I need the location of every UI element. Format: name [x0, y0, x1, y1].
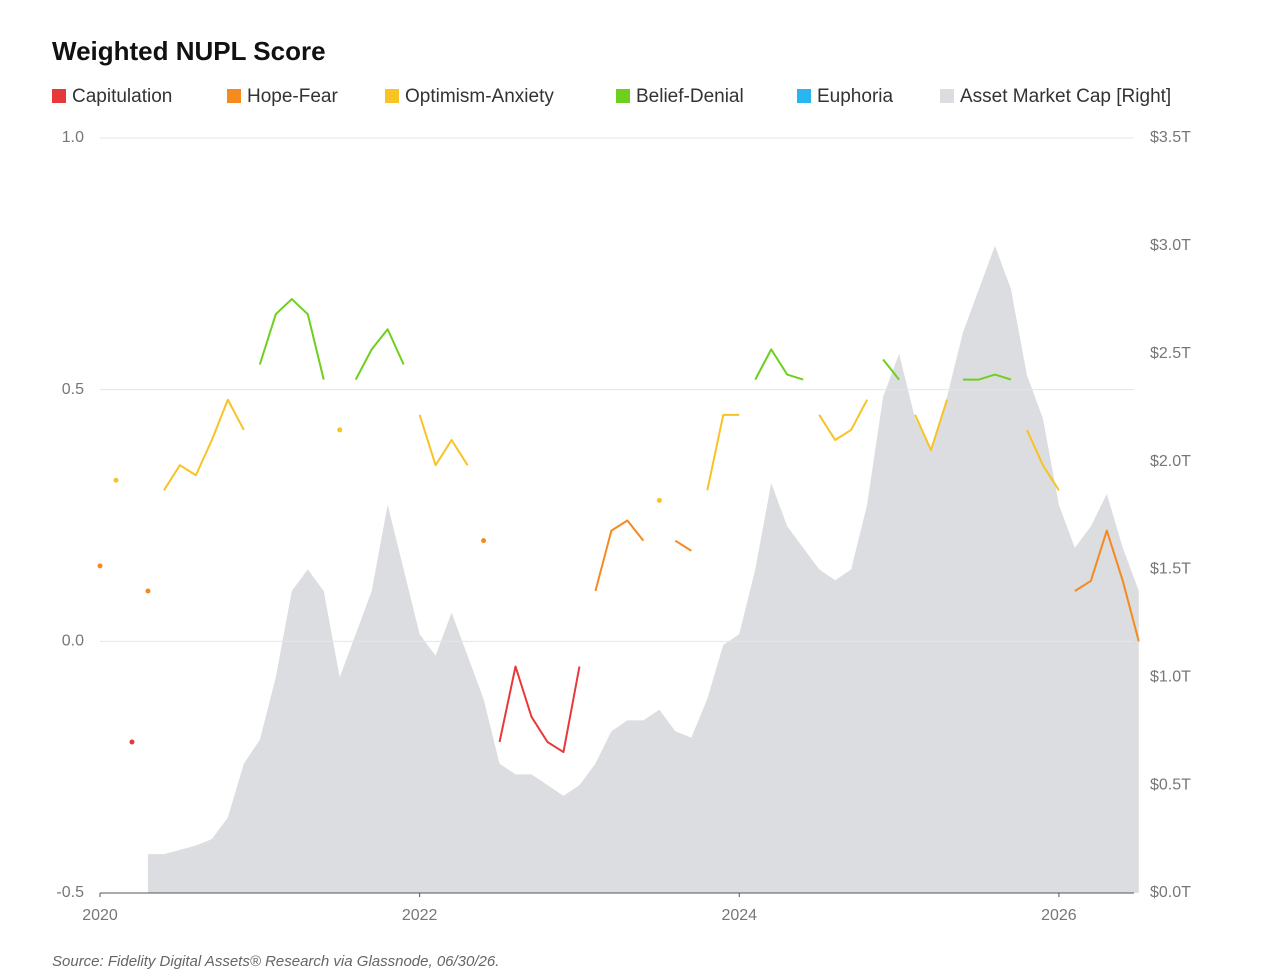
legend-swatch [385, 89, 399, 103]
nupl-line [882, 358, 900, 381]
y2-tick-label: $1.5T [1150, 561, 1191, 578]
y2-tick-label: $2.0T [1150, 453, 1191, 470]
legend-label: Capitulation [72, 86, 172, 107]
y-tick-label: 1.0 [62, 129, 84, 146]
y2-tick-label: $0.5T [1150, 776, 1191, 793]
nupl-line [354, 328, 405, 381]
nupl-line [914, 399, 948, 452]
x-tick-label: 2020 [82, 907, 118, 924]
source-note: Source: Fidelity Digital Assets® Researc… [52, 953, 499, 970]
legend-label: Euphoria [817, 86, 893, 107]
legend-swatch [940, 89, 954, 103]
legend-swatch [52, 89, 66, 103]
nupl-point [656, 497, 662, 503]
y2-tick-label: $3.0T [1150, 237, 1191, 254]
nupl-point [337, 427, 343, 433]
nupl-line [674, 539, 692, 552]
legend-swatch [797, 89, 811, 103]
x-tick-label: 2022 [402, 907, 438, 924]
nupl-line [418, 414, 469, 467]
nupl-point [97, 563, 103, 569]
y-tick-label: 0.0 [62, 633, 84, 650]
nupl-line [1074, 529, 1140, 642]
y2-tick-label: $2.5T [1150, 345, 1191, 362]
chart-title: Weighted NUPL Score [52, 36, 326, 66]
nupl-point [113, 477, 119, 483]
y-tick-label: 0.5 [62, 381, 84, 398]
nupl-point [129, 739, 135, 745]
y-tick-label: -0.5 [56, 884, 84, 901]
nupl-line [498, 665, 581, 754]
nupl-line [818, 399, 868, 441]
legend-label: Hope-Fear [247, 86, 338, 107]
y2-tick-label: $0.0T [1150, 884, 1191, 901]
y2-tick-label: $1.0T [1150, 669, 1191, 686]
x-tick-label: 2024 [721, 907, 757, 924]
legend-swatch [227, 89, 241, 103]
legend-label: Asset Market Cap [Right] [960, 86, 1171, 107]
nupl-line [1026, 429, 1060, 491]
nupl-line [258, 298, 325, 380]
nupl-point [481, 538, 487, 544]
legend-swatch [616, 89, 630, 103]
nupl-line [706, 413, 740, 491]
legend-label: Belief-Denial [636, 86, 744, 107]
nupl-line [754, 348, 804, 381]
nupl-line [163, 398, 245, 491]
y2-tick-label: $3.5T [1150, 129, 1191, 146]
legend-label: Optimism-Anxiety [405, 86, 554, 107]
nupl-line [594, 519, 645, 592]
nupl-line [962, 373, 1012, 381]
x-tick-label: 2026 [1041, 907, 1077, 924]
market-cap-area [147, 245, 1139, 893]
nupl-point [145, 588, 151, 594]
